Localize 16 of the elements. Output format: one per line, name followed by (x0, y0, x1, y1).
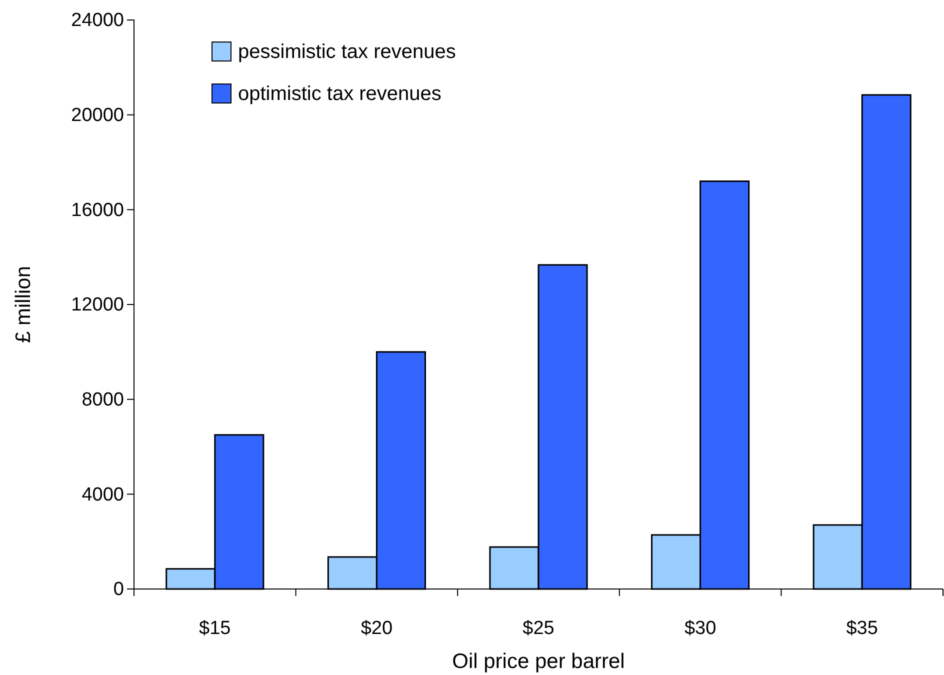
x-tick-label: $30 (684, 618, 716, 639)
x-tick-label: $15 (199, 618, 231, 639)
x-tick-label: $20 (360, 618, 393, 639)
x-tick-label: $25 (522, 618, 554, 639)
y-tick-label: 8000 (82, 389, 124, 410)
legend-label: pessimistic tax revenues (238, 41, 456, 63)
y-tick-label: 24000 (71, 10, 124, 32)
y-axis-title: £ million (12, 266, 35, 344)
y-tick-label: 0 (113, 579, 124, 600)
y-tick-label: 16000 (71, 200, 124, 221)
y-tick-label: 4000 (82, 484, 124, 506)
legend-label: optimistic tax revenues (238, 83, 442, 105)
x-axis-title: Oil price per barrel (452, 650, 625, 673)
y-tick-label: 20000 (71, 104, 124, 126)
y-tick-label: 12000 (71, 294, 124, 316)
x-tick-label: $35 (846, 618, 878, 639)
